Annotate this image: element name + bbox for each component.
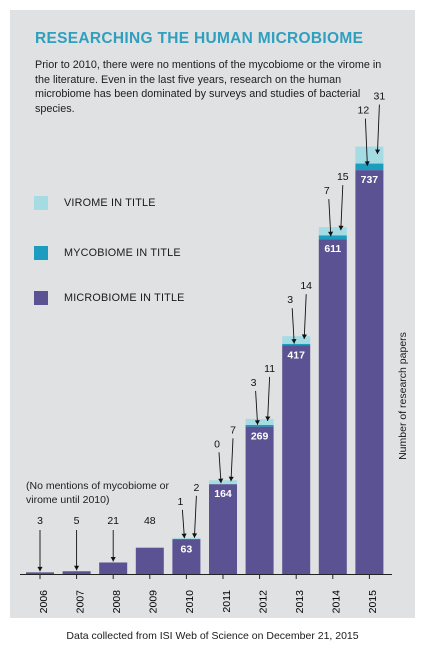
bar-microbiome-2013 bbox=[282, 345, 311, 574]
bar-virome-2015 bbox=[355, 146, 384, 164]
chart-subtitle: Prior to 2010, there were no mentions of… bbox=[35, 59, 382, 115]
label-microbiome-2012: 269 bbox=[251, 431, 269, 443]
x-tick-label-2009: 2009 bbox=[148, 590, 160, 614]
arrow-microbiome-2007-head bbox=[74, 565, 80, 571]
legend-swatch-microbiome bbox=[34, 291, 48, 305]
arrow-mycobiome-2015-head bbox=[364, 161, 370, 166]
label-microbiome-2009: 48 bbox=[144, 515, 156, 527]
arrow-virome-2014-head bbox=[338, 225, 344, 231]
label-mycobiome-2015: 12 bbox=[358, 105, 370, 117]
arrow-virome-2012 bbox=[267, 376, 271, 421]
legend-item-mycobiome: MYCOBIOME IN TITLE bbox=[34, 246, 181, 260]
legend-swatch-mycobiome bbox=[34, 246, 48, 260]
arrow-mycobiome-2014-head bbox=[328, 231, 334, 237]
label-virome-2014: 15 bbox=[337, 171, 349, 183]
legend-label-mycobiome: MYCOBIOME IN TITLE bbox=[64, 247, 181, 259]
arrow-mycobiome-2011 bbox=[218, 452, 222, 484]
x-tick-label-2015: 2015 bbox=[367, 590, 379, 614]
x-tick-label-2012: 2012 bbox=[257, 590, 269, 614]
bar-microbiome-2010 bbox=[172, 539, 201, 574]
label-microbiome-2011: 164 bbox=[214, 488, 232, 500]
bar-microbiome-2008 bbox=[99, 562, 128, 574]
chart-title: RESEARCHING THE HUMAN MICROBIOME bbox=[35, 30, 364, 47]
x-tick-label-2006: 2006 bbox=[38, 590, 50, 614]
bar-microbiome-2012 bbox=[245, 426, 274, 574]
legend-swatch-virome bbox=[34, 196, 48, 210]
arrow-mycobiome-2015 bbox=[364, 118, 368, 166]
label-microbiome-2007: 5 bbox=[74, 515, 80, 527]
arrow-virome-2011 bbox=[230, 438, 234, 482]
label-microbiome-2014: 611 bbox=[324, 243, 341, 255]
x-tick-label-2011: 2011 bbox=[221, 590, 233, 613]
bar-mycobiome-2015 bbox=[355, 163, 384, 171]
label-virome-2010: 2 bbox=[193, 482, 199, 494]
bar-mycobiome-2014 bbox=[318, 235, 347, 240]
x-tick-label-2010: 2010 bbox=[184, 590, 196, 614]
legend-item-virome: VIROME IN TITLE bbox=[34, 196, 156, 210]
x-tick-label-2008: 2008 bbox=[111, 590, 123, 614]
x-tick-label-2014: 2014 bbox=[331, 590, 343, 614]
legend-item-microbiome: MICROBIOME IN TITLE bbox=[34, 291, 185, 305]
arrow-mycobiome-2010-head bbox=[181, 533, 187, 539]
legend-label-microbiome: MICROBIOME IN TITLE bbox=[64, 292, 185, 304]
label-microbiome-2015: 737 bbox=[361, 174, 379, 186]
label-mycobiome-2010: 1 bbox=[177, 496, 183, 508]
arrow-virome-2010 bbox=[193, 495, 197, 538]
label-virome-2013: 14 bbox=[300, 280, 312, 292]
label-virome-2012: 11 bbox=[264, 363, 275, 375]
label-virome-2015: 31 bbox=[374, 91, 386, 103]
bar-virome-2013 bbox=[282, 336, 311, 344]
arrow-virome-2013 bbox=[303, 294, 307, 340]
bar-mycobiome-2010 bbox=[172, 538, 201, 540]
x-tick-label-2013: 2013 bbox=[294, 590, 306, 614]
label-mycobiome-2012: 3 bbox=[251, 377, 257, 389]
bar-virome-2014 bbox=[318, 227, 347, 236]
arrow-virome-2014 bbox=[340, 185, 344, 231]
bar-virome-2010 bbox=[172, 537, 201, 539]
bar-mycobiome-2012 bbox=[245, 424, 274, 427]
arrow-mycobiome-2011-head bbox=[218, 478, 224, 484]
arrow-virome-2011-head bbox=[228, 476, 234, 482]
y-axis-label: Number of research papers bbox=[397, 332, 409, 460]
label-mycobiome-2011: 0 bbox=[214, 438, 220, 450]
bar-microbiome-2007 bbox=[62, 571, 91, 574]
arrow-virome-2015 bbox=[376, 104, 380, 155]
x-tick-label-2007: 2007 bbox=[74, 590, 86, 614]
arrow-microbiome-2008-head bbox=[110, 557, 116, 562]
arrow-virome-2015-head bbox=[375, 149, 381, 155]
bar-microbiome-2015 bbox=[355, 170, 384, 574]
legend-label-virome: VIROME IN TITLE bbox=[64, 197, 156, 209]
bar-virome-2012 bbox=[245, 418, 274, 425]
footer-source: Data collected from ISI Web of Science o… bbox=[66, 630, 359, 642]
bar-microbiome-2011 bbox=[209, 484, 237, 574]
arrow-microbiome-2006-head bbox=[37, 566, 43, 572]
bar-microbiome-2006 bbox=[26, 572, 54, 574]
arrow-mycobiome-2013-head bbox=[291, 339, 297, 344]
label-mycobiome-2013: 3 bbox=[287, 294, 293, 306]
arrow-mycobiome-2014 bbox=[328, 199, 332, 237]
label-virome-2011: 7 bbox=[230, 424, 236, 436]
arrow-virome-2010-head bbox=[192, 533, 198, 538]
annotation-note: (No mentions of mycobiome or virome unti… bbox=[26, 480, 169, 506]
bar-microbiome-2009 bbox=[135, 547, 164, 574]
label-microbiome-2010: 63 bbox=[181, 543, 193, 555]
arrow-mycobiome-2012-head bbox=[254, 420, 260, 425]
label-mycobiome-2014: 7 bbox=[324, 185, 330, 197]
arrow-mycobiome-2010 bbox=[181, 509, 185, 539]
bar-virome-2011 bbox=[209, 480, 237, 485]
arrow-virome-2012-head bbox=[265, 416, 271, 421]
label-microbiome-2006: 3 bbox=[37, 515, 43, 527]
label-microbiome-2013: 417 bbox=[287, 349, 305, 361]
bar-microbiome-2014 bbox=[318, 239, 347, 574]
arrow-virome-2013-head bbox=[301, 334, 307, 340]
arrow-mycobiome-2012 bbox=[255, 390, 259, 425]
arrow-mycobiome-2013 bbox=[291, 308, 295, 344]
bar-mycobiome-2013 bbox=[282, 343, 311, 346]
label-microbiome-2008: 21 bbox=[107, 515, 119, 527]
